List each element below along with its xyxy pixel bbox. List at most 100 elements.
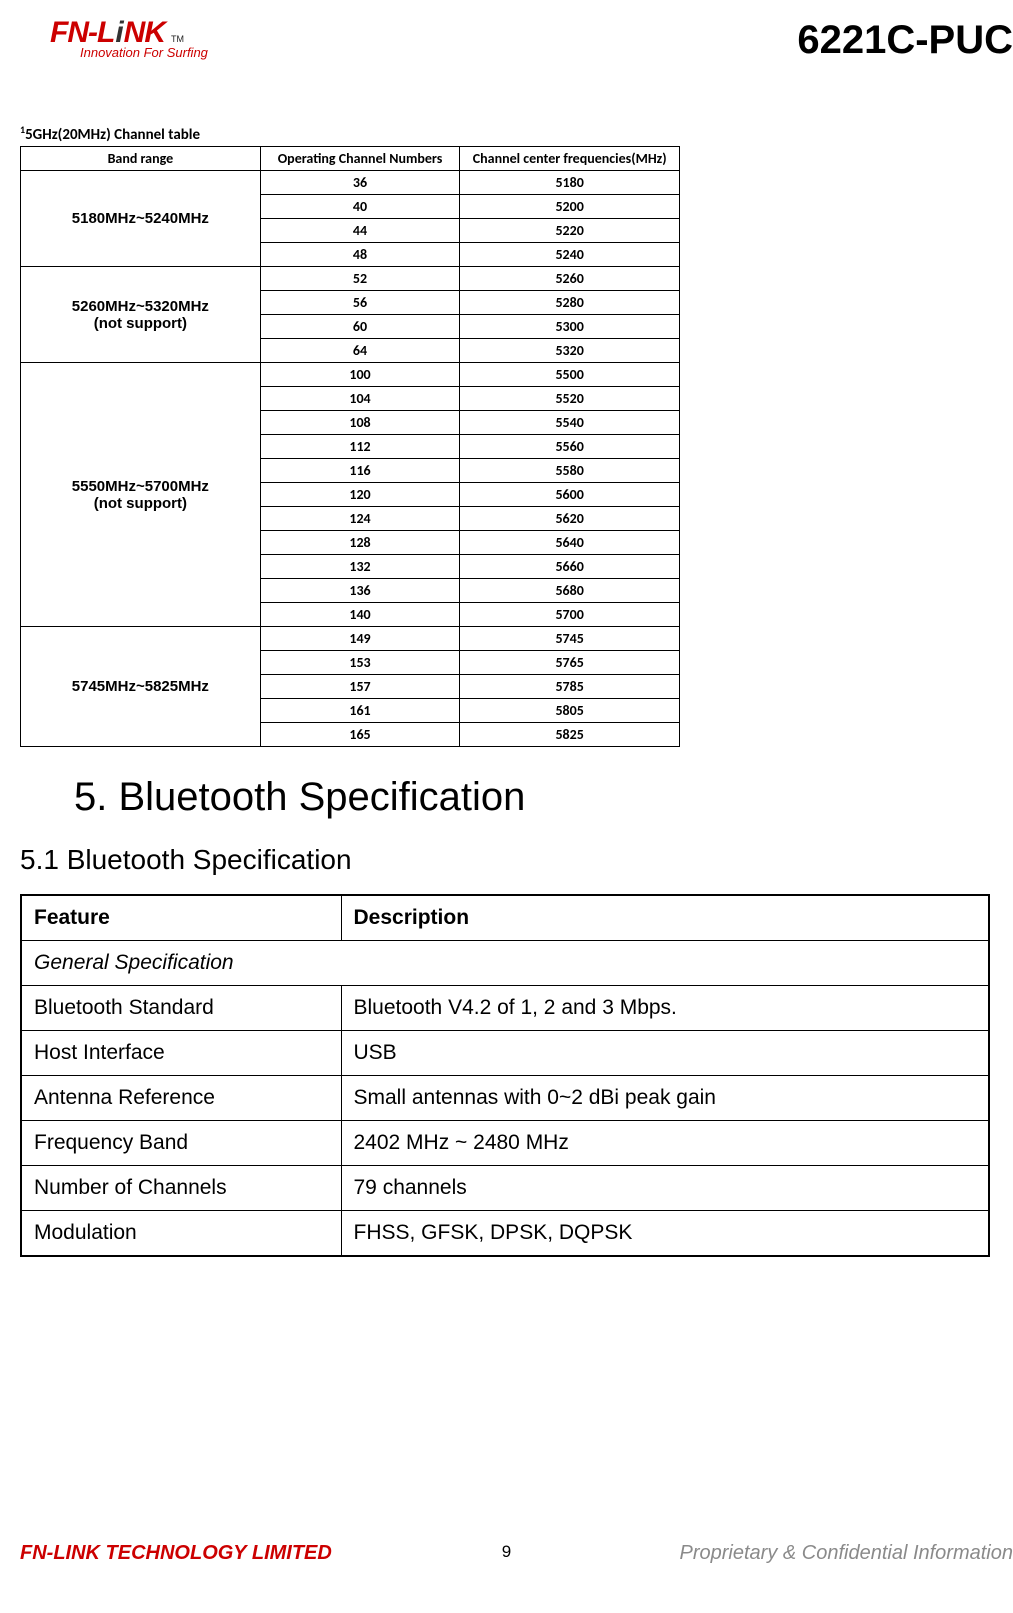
frequency-cell: 5825 [460,723,680,747]
channel-number-cell: 161 [260,699,460,723]
product-title: 6221C-PUC [797,18,1013,63]
frequency-cell: 5220 [460,219,680,243]
subsection-title: 5.1 Bluetooth Specification [20,844,993,876]
description-cell: FHSS, GFSK, DPSK, DQPSK [341,1211,989,1257]
band-range-cell: 5550MHz~5700MHz(not support) [21,363,261,627]
description-cell: 2402 MHz ~ 2480 MHz [341,1121,989,1166]
band-label: 5745MHz~5825MHz [27,678,254,695]
description-cell: Bluetooth V4.2 of 1, 2 and 3 Mbps. [341,986,989,1031]
content-area: 15GHz(20MHz) Channel table Band range Op… [0,123,1013,1257]
frequency-cell: 5640 [460,531,680,555]
table-row: 5550MHz~5700MHz(not support)1005500 [21,363,680,387]
band-label: 5180MHz~5240MHz [27,210,254,227]
frequency-cell: 5540 [460,411,680,435]
table-row: 5260MHz~5320MHz(not support)525260 [21,267,680,291]
feature-cell: Host Interface [21,1031,341,1076]
channel-number-cell: 60 [260,315,460,339]
band-sub-label: (not support) [27,495,254,512]
frequency-cell: 5240 [460,243,680,267]
channel-number-cell: 136 [260,579,460,603]
channel-number-cell: 124 [260,507,460,531]
page-footer: FN-LINK TECHNOLOGY LIMITED 9 Proprietary… [0,1542,1013,1565]
logo-text: FN-LiNK [50,18,165,48]
table-row: 5745MHz~5825MHz1495745 [21,627,680,651]
feature-cell: Bluetooth Standard [21,986,341,1031]
frequency-cell: 5805 [460,699,680,723]
feature-cell: Modulation [21,1211,341,1257]
general-spec-row: General Specification [21,941,989,986]
feature-cell: Antenna Reference [21,1076,341,1121]
channel-number-cell: 56 [260,291,460,315]
description-cell: USB [341,1031,989,1076]
channel-number-cell: 48 [260,243,460,267]
feature-cell: Number of Channels [21,1166,341,1211]
description-cell: 79 channels [341,1166,989,1211]
table-row: Antenna ReferenceSmall antennas with 0~2… [21,1076,989,1121]
frequency-cell: 5785 [460,675,680,699]
footer-company: FN-LINK TECHNOLOGY LIMITED [20,1542,332,1565]
th-band: Band range [21,147,261,171]
th-freq: Channel center frequencies(MHz) [460,147,680,171]
channel-number-cell: 112 [260,435,460,459]
channel-table-caption: 15GHz(20MHz) Channel table [20,123,993,144]
footer-confidential: Proprietary & Confidential Information [680,1542,1013,1565]
frequency-cell: 5180 [460,171,680,195]
channel-number-cell: 128 [260,531,460,555]
channel-number-cell: 165 [260,723,460,747]
table-row: Host InterfaceUSB [21,1031,989,1076]
frequency-cell: 5765 [460,651,680,675]
band-range-cell: 5180MHz~5240MHz [21,171,261,267]
channel-number-cell: 64 [260,339,460,363]
feature-cell: Frequency Band [21,1121,341,1166]
channel-number-cell: 36 [260,171,460,195]
table-row: 5180MHz~5240MHz365180 [21,171,680,195]
channel-number-cell: 100 [260,363,460,387]
frequency-cell: 5320 [460,339,680,363]
frequency-cell: 5560 [460,435,680,459]
logo-tagline: Innovation For Surfing [80,46,208,59]
frequency-cell: 5500 [460,363,680,387]
frequency-cell: 5600 [460,483,680,507]
frequency-cell: 5580 [460,459,680,483]
section-title: 5. Bluetooth Specification [74,775,993,820]
channel-number-cell: 116 [260,459,460,483]
page-header: FN-LiNK TM Innovation For Surfing 6221C-… [0,18,1013,63]
channel-number-cell: 108 [260,411,460,435]
table-row: ModulationFHSS, GFSK, DPSK, DQPSK [21,1211,989,1257]
channel-number-cell: 120 [260,483,460,507]
page: FN-LiNK TM Innovation For Surfing 6221C-… [0,0,1013,1613]
frequency-cell: 5200 [460,195,680,219]
table-row: Bluetooth StandardBluetooth V4.2 of 1, 2… [21,986,989,1031]
description-cell: Small antennas with 0~2 dBi peak gain [341,1076,989,1121]
logo: FN-LiNK TM Innovation For Surfing [50,18,208,59]
channel-number-cell: 52 [260,267,460,291]
channel-number-cell: 140 [260,603,460,627]
channel-number-cell: 40 [260,195,460,219]
frequency-cell: 5300 [460,315,680,339]
frequency-cell: 5660 [460,555,680,579]
band-range-cell: 5260MHz~5320MHz(not support) [21,267,261,363]
band-range-cell: 5745MHz~5825MHz [21,627,261,747]
band-label: 5260MHz~5320MHz [27,298,254,315]
frequency-cell: 5280 [460,291,680,315]
channel-number-cell: 44 [260,219,460,243]
frequency-cell: 5700 [460,603,680,627]
channel-table: Band range Operating Channel Numbers Cha… [20,146,680,747]
channel-number-cell: 149 [260,627,460,651]
frequency-cell: 5680 [460,579,680,603]
frequency-cell: 5620 [460,507,680,531]
band-sub-label: (not support) [27,315,254,332]
channel-number-cell: 153 [260,651,460,675]
th-feature: Feature [21,895,341,941]
trademark-symbol: TM [171,35,184,44]
th-channel: Operating Channel Numbers [260,147,460,171]
frequency-cell: 5520 [460,387,680,411]
table-row: Frequency Band2402 MHz ~ 2480 MHz [21,1121,989,1166]
channel-number-cell: 132 [260,555,460,579]
page-number: 9 [502,1542,511,1562]
band-label: 5550MHz~5700MHz [27,478,254,495]
frequency-cell: 5260 [460,267,680,291]
spec-table: Feature Description General Specificatio… [20,894,990,1257]
frequency-cell: 5745 [460,627,680,651]
table-row: Number of Channels79 channels [21,1166,989,1211]
